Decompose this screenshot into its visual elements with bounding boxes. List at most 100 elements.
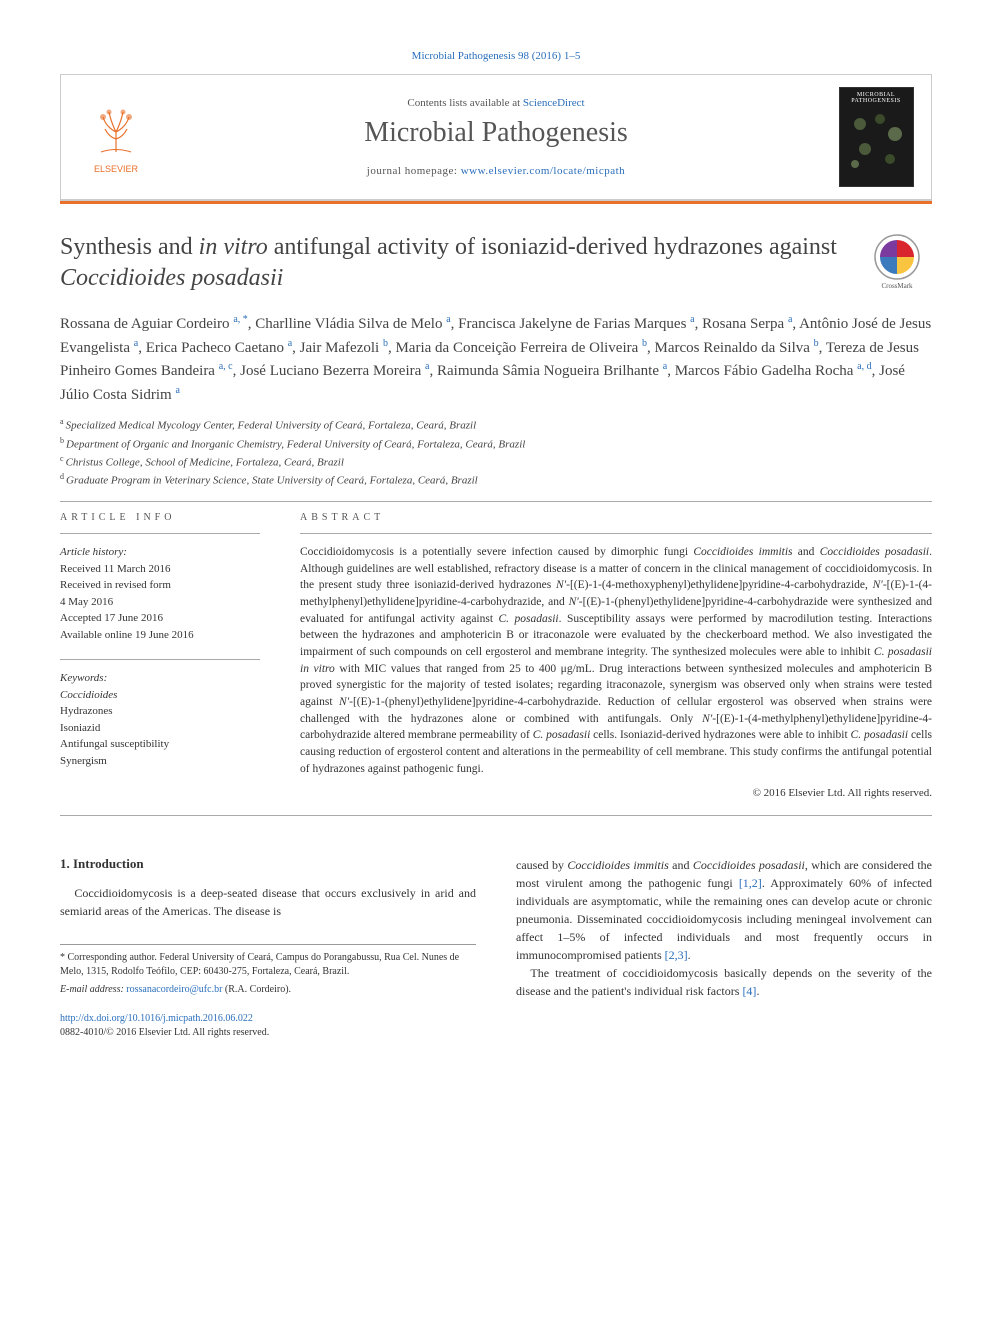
abstract-span: -[(E)-1-(4-methoxyphenyl)ethylidene]pyri… <box>566 579 873 591</box>
keyword: Hydrazones <box>60 703 260 720</box>
history-line: 4 May 2016 <box>60 594 260 611</box>
cover-title: MICROBIAL PATHOGENESIS <box>840 88 913 104</box>
author-affiliation-marker: a <box>788 314 792 325</box>
abstract-text: Coccidioidomycosis is a potentially seve… <box>300 544 932 777</box>
svg-text:ELSEVIER: ELSEVIER <box>94 164 139 174</box>
abstract-span: Coccidioidomycosis is a potentially seve… <box>300 546 693 558</box>
author-affiliation-marker: a, d <box>857 361 871 372</box>
keywords-label: Keywords: <box>60 670 260 687</box>
abstract-span: Coccidioides immitis <box>693 546 792 558</box>
author: Marcos Reinaldo da Silva b <box>655 340 819 356</box>
intro-paragraph: The treatment of coccidioidomycosis basi… <box>516 964 932 1000</box>
author-affiliation-marker: b <box>642 338 647 349</box>
homepage-prefix: journal homepage: <box>367 165 461 177</box>
author: Charlline Vládia Silva de Melo a <box>255 316 450 332</box>
author-affiliation-marker: a <box>134 338 138 349</box>
journal-header: ELSEVIER Contents lists available at Sci… <box>60 74 932 200</box>
citation-line: Microbial Pathogenesis 98 (2016) 1–5 <box>60 50 932 62</box>
email-person: (R.A. Cordeiro). <box>225 984 291 995</box>
affiliation: b Department of Organic and Inorganic Ch… <box>60 435 932 453</box>
article-title: Synthesis and in vitro antifungal activi… <box>60 232 852 294</box>
author: Francisca Jakelyne de Farias Marques a <box>458 316 694 332</box>
author-affiliation-marker: a, c <box>219 361 233 372</box>
doi-block: http://dx.doi.org/10.1016/j.micpath.2016… <box>60 1012 932 1040</box>
keyword: Synergism <box>60 753 260 770</box>
author-affiliation-marker: a <box>288 338 292 349</box>
contents-prefix: Contents lists available at <box>407 97 522 109</box>
abstract-span: C. posadasii <box>499 613 559 625</box>
abstract-span: cells. Isoniazid-derived hydrazones were… <box>590 729 850 741</box>
text-span: . <box>688 948 691 962</box>
author: Jair Mafezoli b <box>300 340 388 356</box>
citation-link[interactable]: [4] <box>742 984 756 998</box>
author-affiliation-marker: b <box>814 338 819 349</box>
history-line: Available online 19 June 2016 <box>60 627 260 644</box>
history-line: Received in revised form <box>60 577 260 594</box>
intro-left-column: 1. Introduction Coccidioidomycosis is a … <box>60 856 476 1000</box>
title-ital: in vitro <box>199 234 268 260</box>
corresponding-author-note: * Corresponding author. Federal Universi… <box>60 944 476 997</box>
abstract-span: Coccidioides posadasii <box>820 546 929 558</box>
article-info-column: ARTICLE INFO Article history: Received 1… <box>60 512 260 799</box>
crossmark-badge[interactable]: CrossMark <box>872 232 932 292</box>
history-label: Article history: <box>60 544 260 561</box>
author: Rossana de Aguiar Cordeiro a, * <box>60 316 248 332</box>
intro-heading: 1. Introduction <box>60 856 476 872</box>
author-affiliation-marker: a <box>425 361 429 372</box>
title-row: Synthesis and in vitro antifungal activi… <box>60 232 932 294</box>
divider <box>60 815 932 816</box>
cover-thumb-block: MICROBIAL PATHOGENESIS <box>821 87 931 187</box>
history-line: Accepted 17 June 2016 <box>60 610 260 627</box>
publisher-logo-block: ELSEVIER <box>61 97 171 177</box>
intro-paragraph: Coccidioidomycosis is a deep-seated dise… <box>60 884 476 920</box>
keyword: Isoniazid <box>60 720 260 737</box>
corr-address: * Corresponding author. Federal Universi… <box>60 951 476 979</box>
abstract-span: N′ <box>569 596 579 608</box>
text-span: caused by <box>516 858 567 872</box>
elsevier-tree-logo: ELSEVIER <box>81 97 151 177</box>
text-span: The treatment of coccidioidomycosis basi… <box>516 966 932 998</box>
abstract-span: N′ <box>873 579 883 591</box>
divider <box>300 533 932 534</box>
author-affiliation-marker: a <box>690 314 694 325</box>
corr-email-link[interactable]: rossanacordeiro@ufc.br <box>126 984 222 995</box>
abstract-span: N′ <box>702 713 712 725</box>
abstract-span: N′ <box>339 696 349 708</box>
title-part: antifungal activity of isoniazid-derived… <box>268 234 837 260</box>
citation-link[interactable]: [1,2] <box>739 876 762 890</box>
intro-columns: 1. Introduction Coccidioidomycosis is a … <box>60 856 932 1000</box>
author-affiliation-marker: a <box>175 385 179 396</box>
header-center: Contents lists available at ScienceDirec… <box>171 97 821 177</box>
keyword: Antifungal susceptibility <box>60 736 260 753</box>
text-span: and <box>669 858 693 872</box>
abstract-heading: ABSTRACT <box>300 512 932 523</box>
doi-link[interactable]: http://dx.doi.org/10.1016/j.micpath.2016… <box>60 1013 253 1024</box>
abstract-span: C. posadasii <box>533 729 591 741</box>
divider <box>60 501 932 502</box>
text-span: . <box>756 984 759 998</box>
abstract-copyright: © 2016 Elsevier Ltd. All rights reserved… <box>300 787 932 799</box>
abstract-span: C. posadasii <box>851 729 909 741</box>
homepage-link[interactable]: www.elsevier.com/locate/micpath <box>461 165 625 177</box>
author: Maria da Conceição Ferreira de Oliveira … <box>395 340 647 356</box>
info-abstract-row: ARTICLE INFO Article history: Received 1… <box>60 512 932 799</box>
history-line: Received 11 March 2016 <box>60 561 260 578</box>
contents-available: Contents lists available at ScienceDirec… <box>171 97 821 109</box>
page: Microbial Pathogenesis 98 (2016) 1–5 ELS… <box>0 0 992 1080</box>
article-info-heading: ARTICLE INFO <box>60 512 260 523</box>
journal-name: Microbial Pathogenesis <box>171 117 821 149</box>
abstract-span: and <box>793 546 820 558</box>
intro-paragraph: caused by Coccidioides immitis and Cocci… <box>516 856 932 964</box>
abstract-span: N′ <box>556 579 566 591</box>
citation-link[interactable]: [2,3] <box>665 948 688 962</box>
journal-cover-thumbnail: MICROBIAL PATHOGENESIS <box>839 87 914 187</box>
affiliation: a Specialized Medical Mycology Center, F… <box>60 416 932 434</box>
affiliation: c Christus College, School of Medicine, … <box>60 453 932 471</box>
author: Rosana Serpa a <box>702 316 792 332</box>
affiliation: d Graduate Program in Veterinary Science… <box>60 471 932 489</box>
sciencedirect-link[interactable]: ScienceDirect <box>523 97 585 109</box>
svg-text:CrossMark: CrossMark <box>881 282 913 290</box>
article-history: Article history: Received 11 March 2016R… <box>60 544 260 643</box>
title-ital: Coccidioides posadasii <box>60 265 283 291</box>
journal-homepage: journal homepage: www.elsevier.com/locat… <box>171 165 821 177</box>
